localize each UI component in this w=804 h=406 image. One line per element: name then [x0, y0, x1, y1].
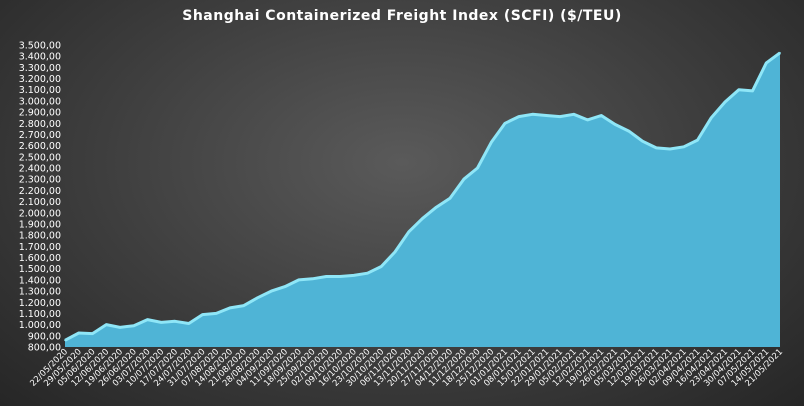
series-area: [65, 52, 780, 348]
y-tick-label: 1.200,00: [19, 298, 61, 309]
data-point: [490, 141, 493, 144]
data-point: [270, 290, 273, 292]
data-point: [751, 90, 754, 92]
y-tick-label: 2.700,00: [19, 130, 61, 141]
data-point: [242, 304, 245, 307]
y-tick-label: 1.400,00: [19, 275, 61, 286]
data-point: [655, 147, 658, 149]
data-point: [696, 139, 699, 141]
data-point: [105, 323, 108, 326]
data-point: [119, 326, 121, 329]
data-point: [531, 113, 534, 116]
y-tick-label: 2.800,00: [19, 119, 61, 130]
y-tick-label: 1.300,00: [19, 287, 61, 298]
y-axis: 800,00900,001.000,001.100,001.200,001.30…: [19, 41, 61, 354]
data-point: [146, 318, 149, 321]
data-point: [215, 312, 218, 315]
data-point: [160, 321, 163, 324]
data-point: [737, 88, 740, 91]
data-point: [669, 148, 671, 150]
data-point: [352, 274, 355, 277]
y-tick-label: 2.600,00: [19, 141, 61, 152]
y-tick-label: 3.100,00: [19, 85, 61, 96]
data-point: [64, 339, 66, 342]
data-point: [174, 320, 176, 323]
y-tick-label: 1.000,00: [19, 320, 61, 331]
data-point: [77, 332, 80, 334]
y-tick-label: 3.200,00: [19, 74, 61, 85]
y-tick-label: 3.500,00: [19, 41, 61, 52]
data-point: [559, 115, 561, 118]
data-point: [435, 206, 438, 208]
data-point: [132, 324, 135, 327]
x-axis: 22/05/202029/05/202005/06/202012/06/2020…: [28, 347, 785, 389]
y-tick-label: 3.300,00: [19, 63, 61, 74]
y-tick-label: 2.900,00: [19, 108, 61, 119]
y-tick-label: 1.800,00: [19, 231, 61, 242]
y-tick-label: 800,00: [28, 343, 61, 354]
chart-title: Shanghai Containerized Freight Index (SC…: [182, 8, 622, 24]
data-point: [325, 275, 328, 278]
y-tick-label: 1.600,00: [19, 253, 61, 264]
data-point: [284, 285, 286, 288]
data-point: [765, 62, 768, 64]
data-point: [504, 122, 506, 125]
data-point: [394, 251, 396, 253]
data-point: [779, 52, 781, 54]
data-point: [229, 307, 231, 309]
data-point: [627, 130, 630, 132]
series-area-layer: [64, 51, 781, 348]
data-point: [366, 272, 369, 274]
data-point: [724, 101, 726, 103]
data-point: [380, 265, 383, 268]
y-tick-label: 1.500,00: [19, 264, 61, 275]
data-point: [462, 178, 465, 181]
data-point: [545, 114, 548, 117]
data-point: [572, 113, 575, 116]
data-point: [407, 230, 410, 233]
data-point: [682, 145, 685, 148]
data-point: [476, 167, 479, 169]
data-point: [339, 275, 341, 278]
y-tick-label: 2.400,00: [19, 164, 61, 175]
y-tick-label: 2.100,00: [19, 197, 61, 208]
data-point: [187, 322, 190, 325]
y-tick-label: 1.900,00: [19, 219, 61, 230]
y-tick-label: 900,00: [28, 331, 61, 342]
data-point: [710, 116, 713, 119]
y-tick-label: 2.500,00: [19, 152, 61, 163]
data-point: [91, 332, 94, 335]
data-point: [600, 114, 603, 117]
data-point: [201, 313, 204, 316]
y-tick-label: 3.400,00: [19, 52, 61, 63]
y-tick-label: 1.700,00: [19, 242, 61, 253]
data-point: [586, 119, 589, 121]
data-point: [256, 296, 259, 299]
data-point: [297, 279, 300, 281]
y-tick-label: 3.000,00: [19, 96, 61, 107]
data-point: [641, 140, 644, 142]
data-point: [421, 217, 424, 220]
y-tick-label: 2.000,00: [19, 208, 61, 219]
y-tick-label: 1.100,00: [19, 309, 61, 320]
data-point: [517, 115, 520, 118]
data-point: [614, 123, 616, 126]
data-point: [449, 197, 451, 200]
y-tick-label: 2.300,00: [19, 175, 61, 186]
data-point: [311, 277, 314, 280]
y-tick-label: 2.200,00: [19, 186, 61, 197]
